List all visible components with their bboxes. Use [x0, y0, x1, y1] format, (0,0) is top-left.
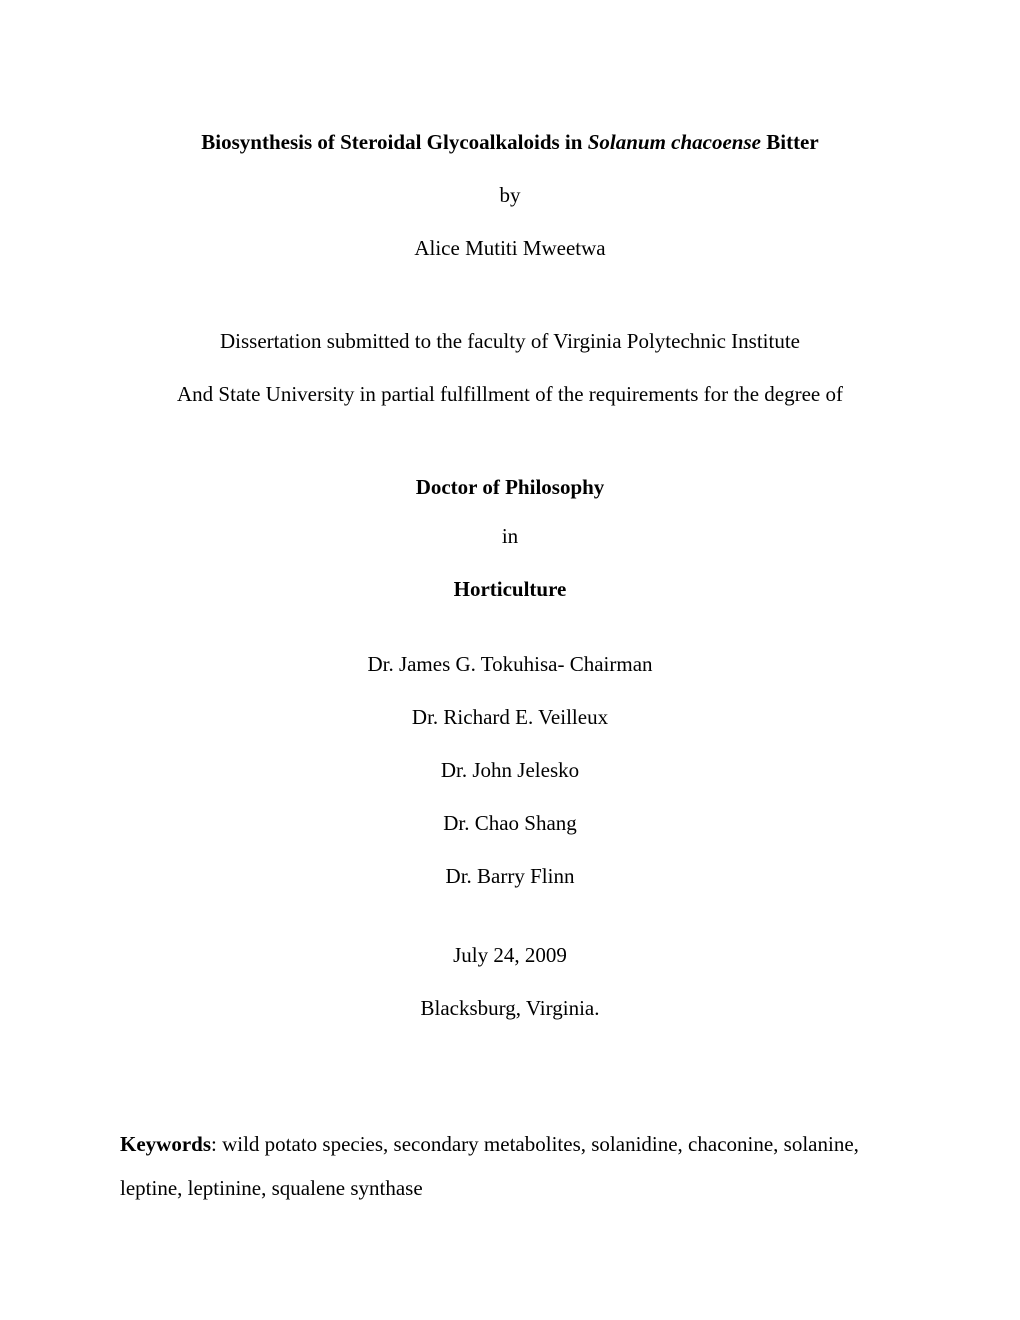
spacer	[120, 289, 900, 329]
degree-name: Doctor of Philosophy	[120, 475, 900, 500]
by-label: by	[120, 183, 900, 208]
title-page: Biosynthesis of Steroidal Glycoalkaloids…	[0, 0, 1020, 1320]
dissertation-title: Biosynthesis of Steroidal Glycoalkaloids…	[120, 130, 900, 155]
committee-member: Dr. John Jelesko	[120, 758, 900, 783]
keywords-block: Keywords: wild potato species, secondary…	[120, 1122, 900, 1240]
title-part2: Bitter	[761, 130, 819, 154]
committee-member: Dr. Richard E. Veilleux	[120, 705, 900, 730]
location: Blacksburg, Virginia.	[120, 996, 900, 1021]
title-part1: Biosynthesis of Steroidal Glycoalkaloids…	[201, 130, 587, 154]
spacer	[120, 626, 900, 652]
keywords-label: Keywords	[120, 1132, 211, 1156]
author-name: Alice Mutiti Mweetwa	[120, 236, 900, 261]
spacer	[120, 435, 900, 475]
committee-member: Dr. James G. Tokuhisa- Chairman	[120, 652, 900, 677]
department-name: Horticulture	[120, 577, 900, 602]
in-label: in	[120, 524, 900, 549]
spacer	[120, 917, 900, 943]
defense-date: July 24, 2009	[120, 943, 900, 968]
submission-line-2: And State University in partial fulfillm…	[120, 382, 900, 407]
committee-member: Dr. Barry Flinn	[120, 864, 900, 889]
title-italic-species: Solanum chacoense	[588, 130, 761, 154]
committee-member: Dr. Chao Shang	[120, 811, 900, 836]
keywords-text: : wild potato species, secondary metabol…	[120, 1132, 859, 1200]
submission-line-1: Dissertation submitted to the faculty of…	[120, 329, 900, 354]
